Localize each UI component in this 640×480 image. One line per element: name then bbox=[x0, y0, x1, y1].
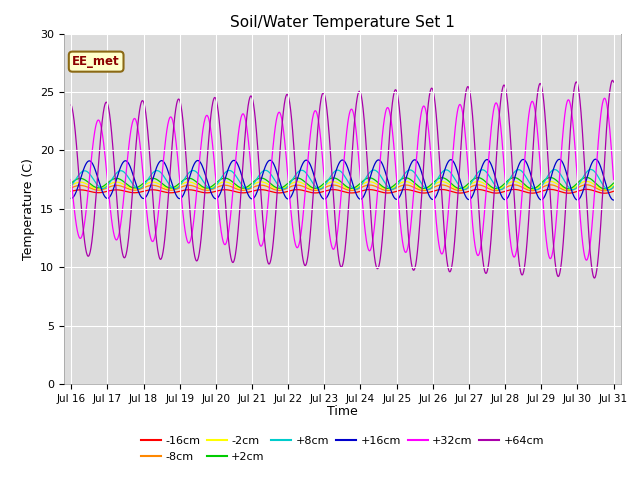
+8cm bbox=[599, 182, 607, 188]
+64cm bbox=[161, 231, 169, 237]
+8cm bbox=[610, 184, 618, 190]
+32cm bbox=[599, 98, 607, 104]
Y-axis label: Temperature (C): Temperature (C) bbox=[22, 158, 35, 260]
+64cm bbox=[609, 77, 616, 83]
+2cm bbox=[601, 186, 609, 192]
+16cm bbox=[299, 161, 307, 167]
+8cm bbox=[129, 181, 137, 187]
Line: +2cm: +2cm bbox=[71, 178, 614, 189]
-2cm bbox=[129, 186, 137, 192]
-16cm bbox=[599, 190, 607, 196]
+2cm bbox=[610, 180, 618, 186]
+8cm bbox=[275, 183, 283, 189]
+32cm bbox=[541, 219, 548, 225]
Line: -2cm: -2cm bbox=[71, 181, 614, 190]
+16cm bbox=[275, 177, 283, 183]
+2cm bbox=[599, 186, 607, 192]
-2cm bbox=[275, 186, 283, 192]
+2cm bbox=[67, 180, 75, 186]
+32cm bbox=[582, 257, 590, 263]
-16cm bbox=[275, 190, 283, 196]
+64cm bbox=[299, 255, 307, 261]
Line: -8cm: -8cm bbox=[71, 185, 614, 191]
+32cm bbox=[129, 118, 137, 123]
+16cm bbox=[67, 195, 75, 201]
-16cm bbox=[161, 189, 169, 195]
-8cm bbox=[601, 188, 609, 194]
-16cm bbox=[601, 190, 609, 196]
+32cm bbox=[299, 216, 307, 222]
+16cm bbox=[541, 194, 548, 200]
-2cm bbox=[541, 180, 548, 186]
-8cm bbox=[275, 188, 283, 193]
Legend: -16cm, -8cm, -2cm, +2cm, +8cm, +16cm, +32cm, +64cm: -16cm, -8cm, -2cm, +2cm, +8cm, +16cm, +3… bbox=[136, 432, 548, 466]
+16cm bbox=[599, 172, 607, 178]
+64cm bbox=[599, 183, 607, 189]
+16cm bbox=[591, 156, 599, 162]
+8cm bbox=[299, 168, 307, 173]
-16cm bbox=[129, 190, 137, 195]
-8cm bbox=[582, 182, 590, 188]
Line: -16cm: -16cm bbox=[71, 190, 614, 193]
+2cm bbox=[129, 185, 137, 191]
-2cm bbox=[601, 187, 609, 192]
+32cm bbox=[275, 109, 283, 115]
-2cm bbox=[299, 180, 307, 186]
+2cm bbox=[582, 175, 590, 180]
+8cm bbox=[67, 183, 75, 189]
+2cm bbox=[161, 183, 169, 189]
+64cm bbox=[610, 79, 618, 85]
+32cm bbox=[67, 177, 75, 182]
+2cm bbox=[541, 177, 548, 183]
-2cm bbox=[67, 182, 75, 188]
+8cm bbox=[605, 187, 612, 192]
+64cm bbox=[67, 102, 75, 108]
+32cm bbox=[161, 140, 169, 145]
+64cm bbox=[275, 160, 283, 166]
Text: EE_met: EE_met bbox=[72, 55, 120, 68]
-8cm bbox=[541, 183, 548, 189]
X-axis label: Time: Time bbox=[327, 405, 358, 418]
Line: +64cm: +64cm bbox=[71, 80, 614, 278]
-16cm bbox=[67, 188, 75, 194]
-16cm bbox=[610, 189, 618, 194]
-2cm bbox=[599, 187, 607, 192]
+8cm bbox=[161, 176, 169, 181]
+8cm bbox=[587, 167, 595, 172]
-16cm bbox=[582, 187, 590, 192]
-8cm bbox=[67, 185, 75, 191]
-16cm bbox=[299, 188, 307, 193]
-8cm bbox=[599, 188, 607, 193]
-2cm bbox=[582, 179, 590, 184]
+32cm bbox=[610, 177, 618, 182]
-2cm bbox=[161, 185, 169, 191]
-16cm bbox=[541, 187, 548, 193]
+16cm bbox=[129, 172, 137, 178]
-2cm bbox=[610, 182, 618, 188]
+64cm bbox=[129, 181, 137, 187]
-8cm bbox=[610, 185, 618, 191]
Line: +32cm: +32cm bbox=[71, 98, 614, 260]
-8cm bbox=[129, 187, 137, 193]
Title: Soil/Water Temperature Set 1: Soil/Water Temperature Set 1 bbox=[230, 15, 455, 30]
+64cm bbox=[541, 106, 548, 112]
+64cm bbox=[591, 275, 598, 281]
+8cm bbox=[541, 179, 548, 184]
+32cm bbox=[601, 96, 609, 101]
Line: +16cm: +16cm bbox=[71, 159, 614, 200]
+16cm bbox=[610, 197, 618, 203]
+2cm bbox=[299, 177, 307, 183]
-8cm bbox=[299, 183, 307, 189]
Line: +8cm: +8cm bbox=[71, 169, 614, 190]
+16cm bbox=[161, 161, 169, 167]
+2cm bbox=[275, 185, 283, 191]
-8cm bbox=[161, 186, 169, 192]
